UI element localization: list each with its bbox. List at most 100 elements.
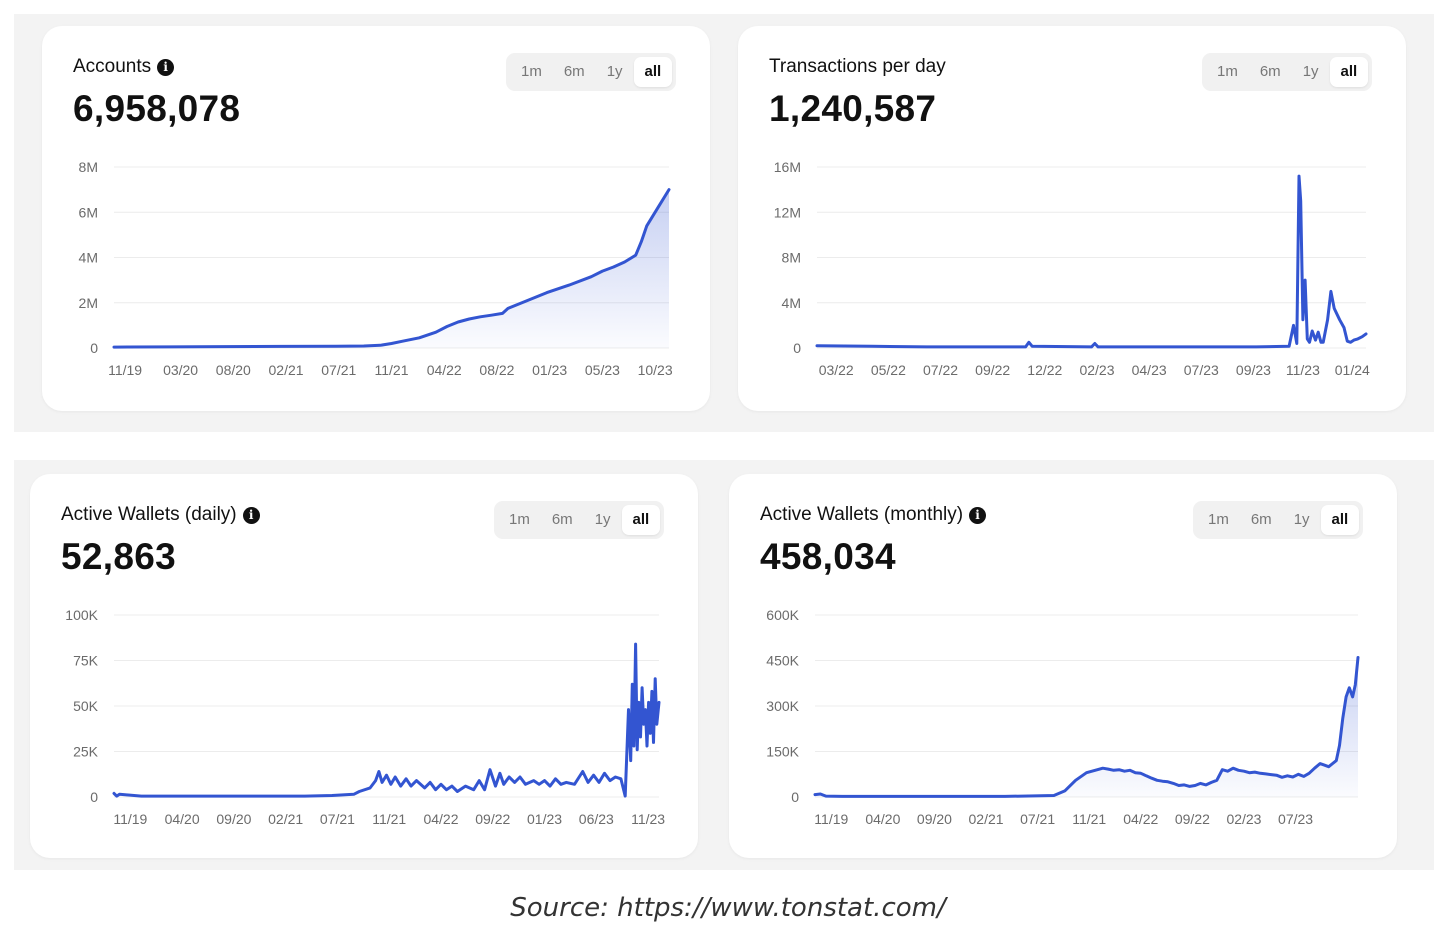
info-icon[interactable]: i	[242, 506, 260, 524]
x-tick-label: 08/20	[216, 362, 251, 378]
y-tick-label: 0	[90, 789, 98, 805]
x-tick-label: 09/20	[917, 811, 952, 827]
x-tick-label: 02/21	[969, 811, 1004, 827]
series-line	[112, 642, 661, 798]
y-tick-label: 6M	[79, 204, 98, 220]
source-caption: Source: https://www.tonstat.com/	[510, 893, 946, 923]
x-tick-label: 07/21	[1020, 811, 1055, 827]
range-all-button[interactable]: all	[621, 505, 661, 535]
x-tick-label: 02/23	[1079, 362, 1114, 378]
range-all-button[interactable]: all	[633, 57, 673, 87]
range-1y-button[interactable]: 1y	[1302, 63, 1319, 80]
card-title: Active Wallets (monthly) i	[760, 504, 987, 526]
card-title: Transactions per day	[769, 56, 946, 78]
x-tick-label: 11/21	[372, 811, 406, 827]
x-tick-label: 06/23	[579, 811, 614, 827]
x-tick-label: 01/23	[532, 362, 567, 378]
x-tick-label: 07/23	[1184, 362, 1219, 378]
x-tick-label: 04/22	[423, 811, 458, 827]
range-1y-button[interactable]: 1y	[1293, 511, 1310, 528]
x-tick-label: 02/21	[268, 811, 303, 827]
x-tick-label: 07/21	[321, 362, 356, 378]
range-selector: 1m 6m 1y all	[1202, 53, 1373, 91]
x-tick-label: 11/19	[108, 362, 142, 378]
x-tick-label: 09/20	[216, 811, 251, 827]
x-tick-label: 09/22	[1175, 811, 1210, 827]
y-tick-label: 25K	[73, 744, 99, 760]
y-tick-label: 150K	[766, 744, 799, 760]
range-6m-button[interactable]: 6m	[1259, 63, 1281, 80]
x-tick-label: 05/22	[871, 362, 906, 378]
x-tick-label: 04/23	[1132, 362, 1167, 378]
card-title: Accounts i	[73, 56, 175, 78]
range-6m-button[interactable]: 6m	[551, 511, 573, 528]
x-tick-label: 11/21	[375, 362, 409, 378]
x-tick-label: 11/21	[1072, 811, 1106, 827]
x-tick-label: 04/22	[427, 362, 462, 378]
x-tick-label: 04/22	[1123, 811, 1158, 827]
range-all-button[interactable]: all	[1329, 57, 1369, 87]
y-tick-label: 0	[793, 340, 801, 356]
x-tick-label: 09/22	[975, 362, 1010, 378]
y-tick-label: 16M	[774, 159, 801, 175]
x-tick-label: 04/20	[865, 811, 900, 827]
x-tick-label: 09/22	[475, 811, 510, 827]
y-tick-label: 0	[791, 789, 799, 805]
range-1y-button[interactable]: 1y	[606, 63, 623, 80]
series-area	[815, 657, 1358, 797]
x-tick-label: 11/19	[113, 811, 147, 827]
active-wallets-monthly-chart: 0 150K 300K 450K 600K 11/19 04/20 09/20 02/21 07/…	[766, 607, 1360, 827]
range-1y-button[interactable]: 1y	[594, 511, 611, 528]
y-tick-label: 12M	[774, 204, 801, 220]
card-title-text: Accounts	[73, 56, 152, 77]
x-tick-label: 03/22	[819, 362, 854, 378]
y-tick-label: 450K	[766, 653, 799, 669]
range-all-button[interactable]: all	[1320, 505, 1360, 535]
card-value: 6,958,078	[73, 88, 241, 129]
card-title-text: Active Wallets (monthly)	[760, 504, 964, 525]
info-icon[interactable]: i	[157, 58, 175, 76]
range-6m-button[interactable]: 6m	[563, 63, 585, 80]
active-wallets-monthly-card: Active Wallets (monthly) i 458,034 1m 6m…	[729, 474, 1397, 858]
card-title-text: Transactions per day	[769, 56, 946, 77]
active-wallets-daily-card: Active Wallets (daily) i 52,863 1m 6m 1y…	[30, 474, 698, 858]
x-tick-label: 07/23	[1278, 811, 1313, 827]
y-tick-label: 600K	[766, 607, 799, 623]
x-tick-label: 10/23	[638, 362, 673, 378]
x-tick-label: 07/21	[320, 811, 355, 827]
active-wallets-daily-chart: 0 25K 50K 75K 100K 11/19 04/20 09/20 02/21 07/21 1…	[65, 607, 665, 827]
card-title: Active Wallets (daily) i	[61, 504, 260, 526]
series-area	[114, 189, 669, 348]
x-tick-label: 02/21	[269, 362, 304, 378]
accounts-chart: 0 2M 4M 6M 8M 11/19 03/20 08/20 02/21 07/21 11/21 0…	[79, 159, 673, 378]
range-6m-button[interactable]: 6m	[1250, 511, 1272, 528]
x-tick-label: 04/20	[165, 811, 200, 827]
y-tick-label: 100K	[65, 607, 98, 623]
range-selector: 1m 6m 1y all	[506, 53, 677, 91]
y-tick-label: 0	[90, 340, 98, 356]
card-value: 458,034	[760, 536, 896, 577]
series-line	[815, 174, 1368, 349]
range-1m-button[interactable]: 1m	[1217, 63, 1238, 80]
y-tick-label: 4M	[782, 295, 801, 311]
x-tick-label: 11/23	[1286, 362, 1320, 378]
range-1m-button[interactable]: 1m	[1208, 511, 1229, 528]
y-tick-label: 50K	[73, 698, 99, 714]
card-value: 52,863	[61, 536, 176, 577]
range-1m-button[interactable]: 1m	[521, 63, 542, 80]
x-tick-label: 05/23	[585, 362, 620, 378]
transactions-card: Transactions per day 1,240,587 1m 6m 1y …	[738, 26, 1406, 411]
x-tick-label: 02/23	[1226, 811, 1261, 827]
info-icon[interactable]: i	[969, 506, 987, 524]
x-tick-label: 03/20	[163, 362, 198, 378]
range-selector: 1m 6m 1y all	[494, 501, 665, 539]
x-tick-label: 11/23	[631, 811, 665, 827]
transactions-chart: 0 4M 8M 12M 16M 03/22 05/22 07/22 09/22 12/22 02/2…	[774, 159, 1370, 378]
x-tick-label: 08/22	[479, 362, 514, 378]
x-tick-label: 11/19	[814, 811, 848, 827]
range-1m-button[interactable]: 1m	[509, 511, 530, 528]
card-title-text: Active Wallets (daily)	[61, 504, 237, 525]
y-tick-label: 300K	[766, 698, 799, 714]
x-tick-label: 12/22	[1027, 362, 1062, 378]
series-line	[112, 188, 671, 349]
